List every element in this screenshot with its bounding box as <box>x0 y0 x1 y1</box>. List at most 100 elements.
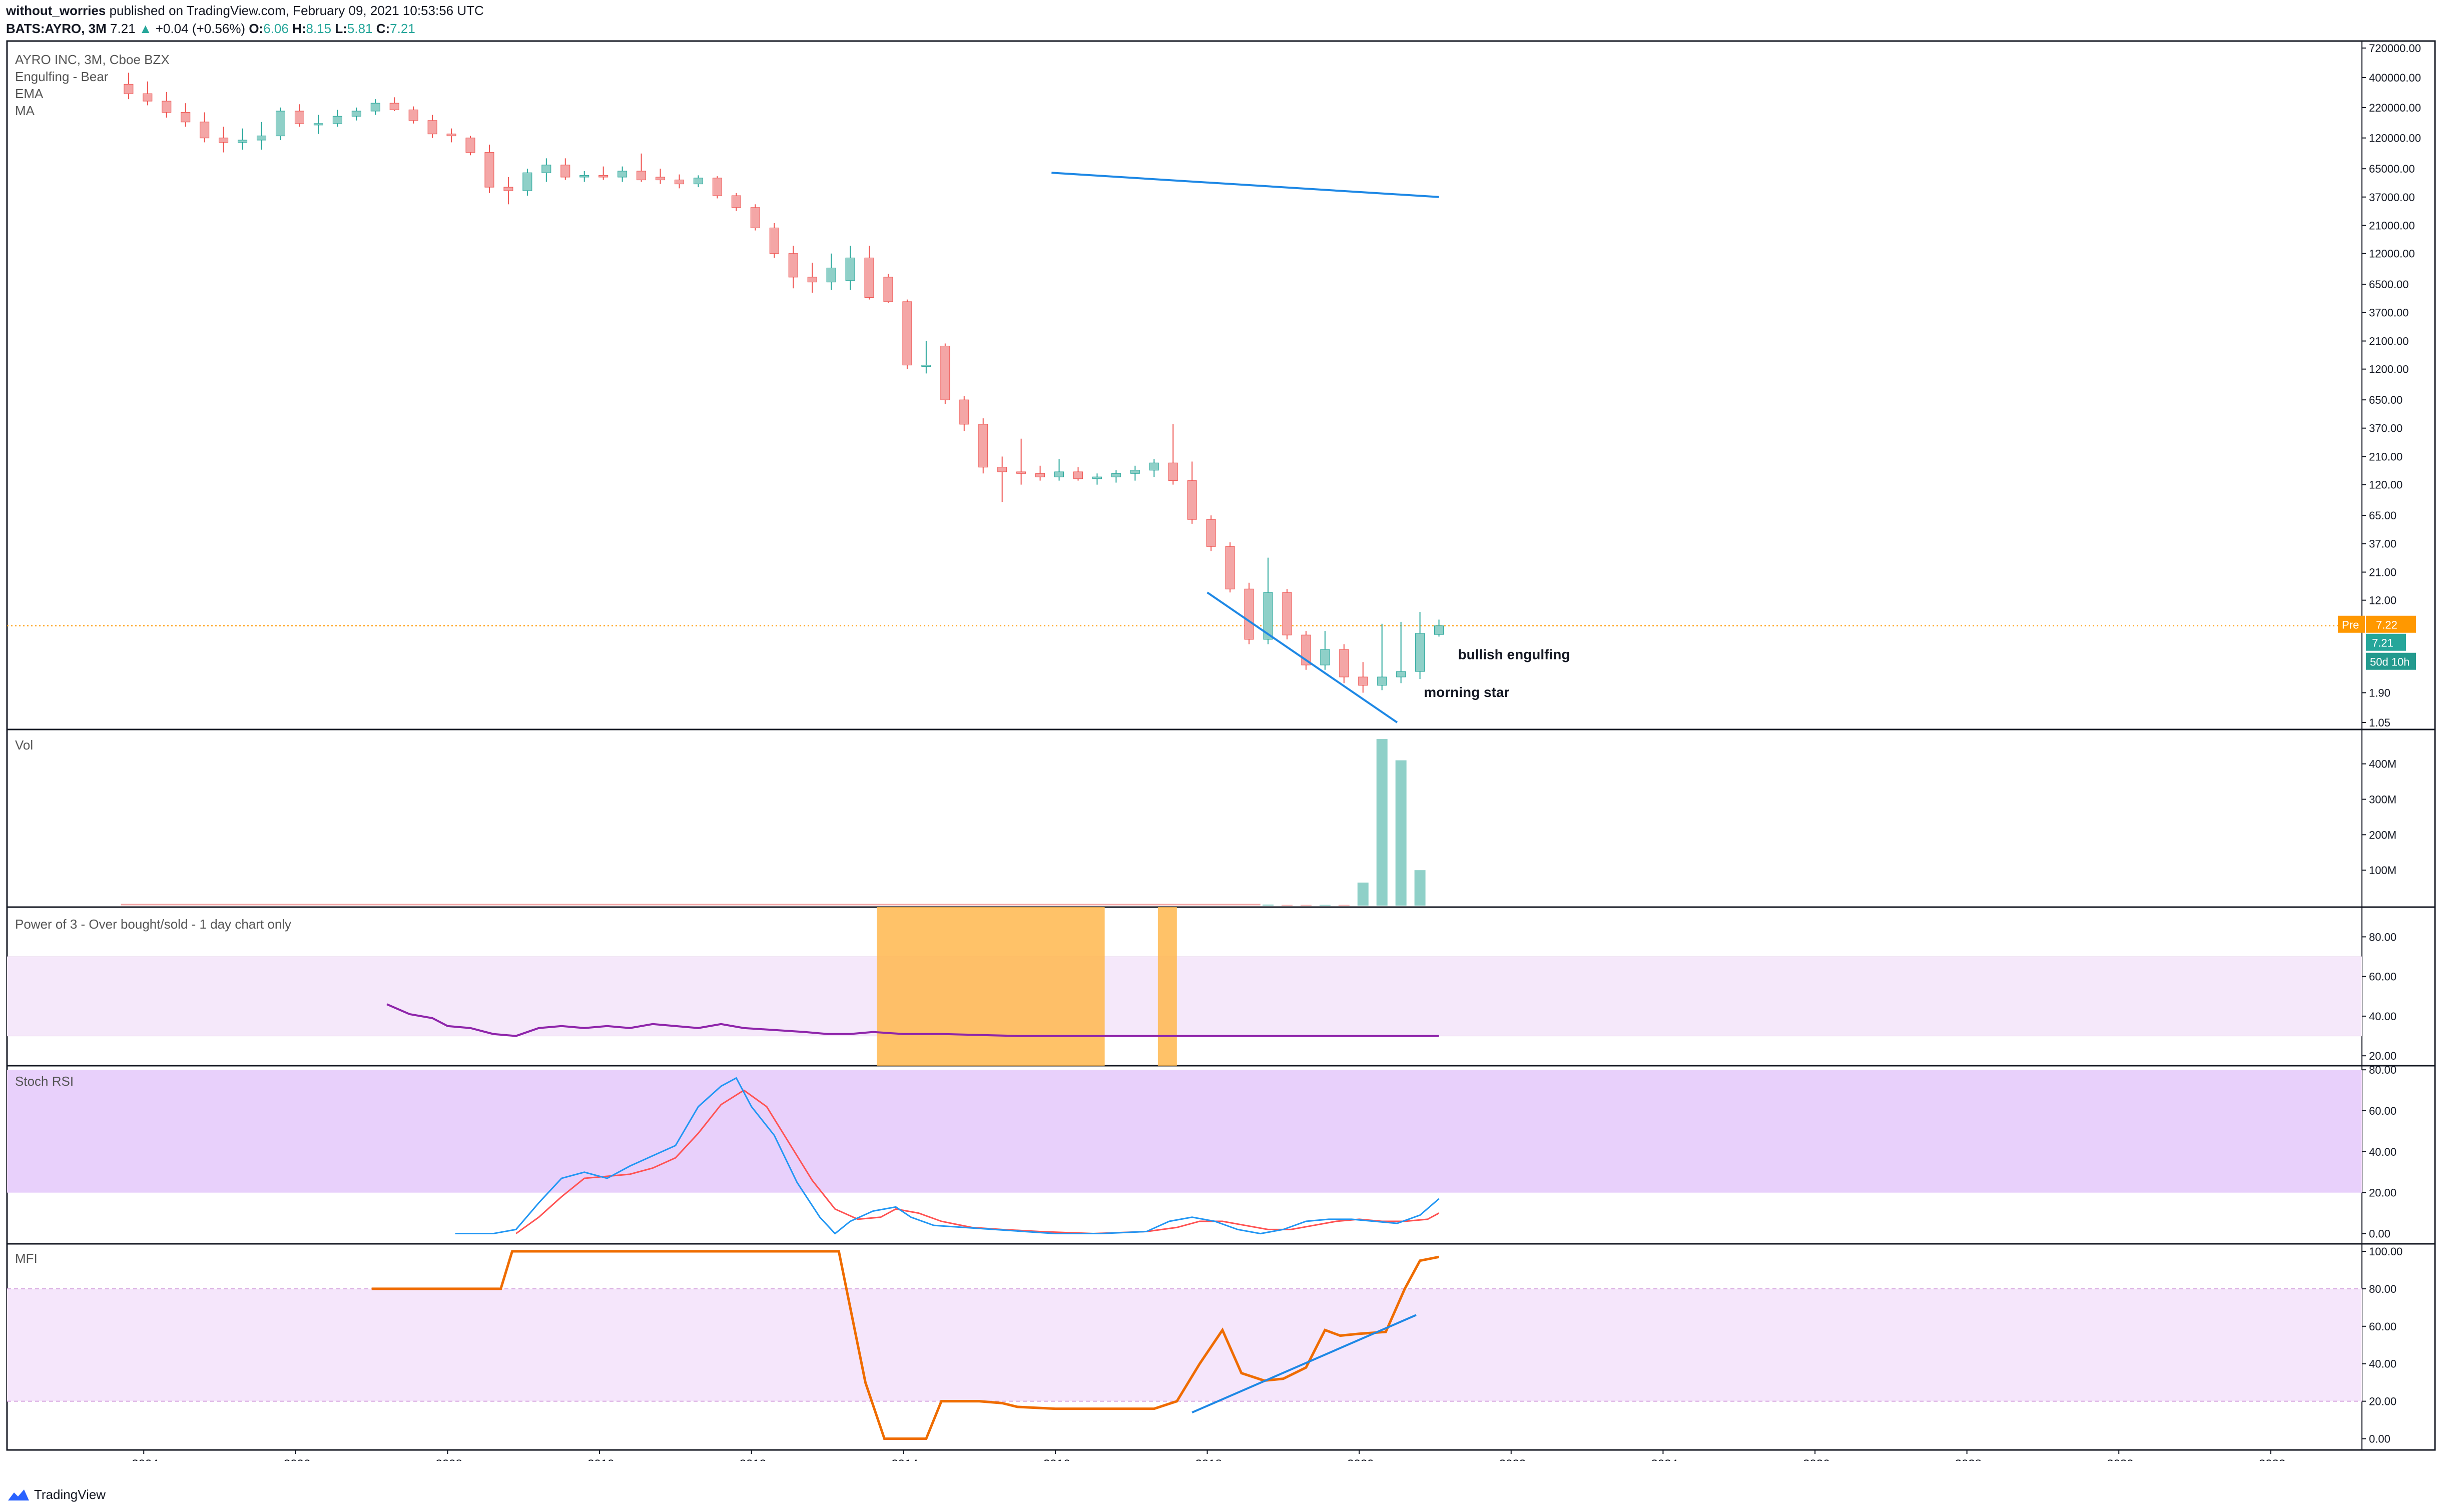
time-tick-label: 2018 <box>1195 1457 1222 1461</box>
indicator-engulfing[interactable]: Engulfing - Bear <box>15 69 109 84</box>
bar-countdown-value: 50d 10h <box>2370 656 2410 668</box>
candle-body <box>370 103 380 112</box>
price-tick-label: 120.00 <box>2369 479 2402 491</box>
stoch-tick-label: 0.00 <box>2369 1228 2390 1240</box>
footer-brand-label: TradingView <box>34 1487 106 1502</box>
candle-body <box>788 253 798 278</box>
author-name[interactable]: without_worries <box>6 3 106 18</box>
candle-body <box>465 138 475 153</box>
close-value: 7.21 <box>390 21 415 36</box>
low-value: 5.81 <box>347 21 373 36</box>
candle-body <box>332 116 342 124</box>
stoch-tick-label: 60.00 <box>2369 1105 2396 1117</box>
candle-body <box>579 175 589 178</box>
chart-annotation: bullish engulfing <box>1458 647 1570 662</box>
candle-body <box>959 399 969 425</box>
price-tick-label: 220000.00 <box>2369 102 2421 114</box>
candle-body <box>1206 519 1216 547</box>
candle-body <box>238 140 248 143</box>
time-tick-label: 2028 <box>1955 1457 1982 1461</box>
vol-bar <box>1262 904 1274 906</box>
candle-body <box>598 175 608 178</box>
chart-svg[interactable]: 720000.00 400000.00 220000.00 120000.00 6500… <box>0 0 2442 1461</box>
price-tick-label: 21.00 <box>2369 566 2396 578</box>
price-tick-label: 12.00 <box>2369 594 2396 607</box>
power-zone <box>877 907 1105 1066</box>
candle-body <box>1149 462 1159 471</box>
vol-tick-label: 200M <box>2369 829 2396 841</box>
vol-bar <box>1300 905 1312 906</box>
price-tick-label: 37.00 <box>2369 538 2396 550</box>
candle-body <box>427 120 437 135</box>
candle-body <box>143 93 153 102</box>
candle-body <box>219 138 229 143</box>
mfi-tick-label: 100.00 <box>2369 1245 2402 1258</box>
vol-tick-label: 300M <box>2369 794 2396 806</box>
pre-market-badge <box>2338 615 2365 633</box>
time-tick-label: 2010 <box>587 1457 614 1461</box>
stoch-band <box>7 1070 2362 1193</box>
indicator-ema[interactable]: EMA <box>15 86 44 101</box>
indicator-ma[interactable]: MA <box>15 103 35 118</box>
publish-info: published on TradingView.com, February 0… <box>106 3 484 18</box>
change-arrow-icon: ▲ <box>139 21 152 36</box>
candle-body <box>769 227 779 254</box>
candle-body <box>200 122 210 139</box>
price-tick-label: 720000.00 <box>2369 42 2421 55</box>
candle-body <box>1377 676 1387 686</box>
ohlc-line: BATS:AYRO, 3M 7.21 ▲ +0.04 (+0.56%) O:6.… <box>6 21 415 37</box>
last-price-badge-value: 7.21 <box>2372 637 2393 649</box>
low-label: L: <box>335 21 347 36</box>
candle-body <box>1225 546 1235 589</box>
candle-body <box>883 277 893 302</box>
candle-body <box>731 195 741 208</box>
stoch-tick-label: 40.00 <box>2369 1146 2396 1158</box>
vol-bar <box>1414 870 1426 906</box>
candle-body <box>1396 671 1406 677</box>
close-label: C: <box>376 21 390 36</box>
price-tick-label: 120000.00 <box>2369 132 2421 145</box>
high-label: H: <box>292 21 306 36</box>
change-value: +0.04 (+0.56%) <box>155 21 246 36</box>
power-tick-label: 80.00 <box>2369 931 2396 943</box>
price-tick-label: 65.00 <box>2369 509 2396 522</box>
stoch-tick-label: 20.00 <box>2369 1187 2396 1199</box>
symbol-label: BATS:AYRO, 3M <box>6 21 107 36</box>
price-tick-label: 210.00 <box>2369 451 2402 463</box>
power-line <box>386 1003 1439 1037</box>
candle-body <box>1073 471 1083 479</box>
candle-body <box>807 277 817 283</box>
footer-brand[interactable]: TradingView <box>7 1487 106 1502</box>
candle-body <box>978 424 988 468</box>
mfi-trend-line <box>1191 1314 1417 1413</box>
price-tick-label: 21000.00 <box>2369 220 2415 232</box>
candle-body <box>845 257 855 281</box>
candle-body <box>389 103 399 111</box>
time-tick-label: 2030 <box>2107 1457 2133 1461</box>
mfi-line <box>371 1250 1440 1440</box>
candle-body <box>351 111 361 117</box>
mfi-tick-label: 0.00 <box>2369 1433 2390 1445</box>
mfi-band <box>7 1288 2362 1401</box>
candle-body <box>408 110 418 121</box>
stoch-d-line <box>515 1089 1440 1235</box>
trend-line <box>1206 591 1398 723</box>
candle-body <box>674 180 684 185</box>
candle-body <box>313 123 323 126</box>
stoch-tick-label: 80.00 <box>2369 1064 2396 1076</box>
candle-body <box>446 134 456 137</box>
candle-body <box>618 171 628 178</box>
price-tick-label: 650.00 <box>2369 394 2402 406</box>
vol-bar <box>1319 905 1331 906</box>
candle-body <box>484 152 494 188</box>
candle-body <box>257 136 267 141</box>
candle-body <box>1111 473 1121 477</box>
open-value: 6.06 <box>263 21 289 36</box>
candle-body <box>1016 471 1026 474</box>
vol-tick-label: 400M <box>2369 758 2396 771</box>
time-tick-label: 2012 <box>740 1457 766 1461</box>
candle-body <box>1263 592 1273 640</box>
price-tick-label: 1.05 <box>2369 716 2390 729</box>
candle-body <box>294 111 304 124</box>
